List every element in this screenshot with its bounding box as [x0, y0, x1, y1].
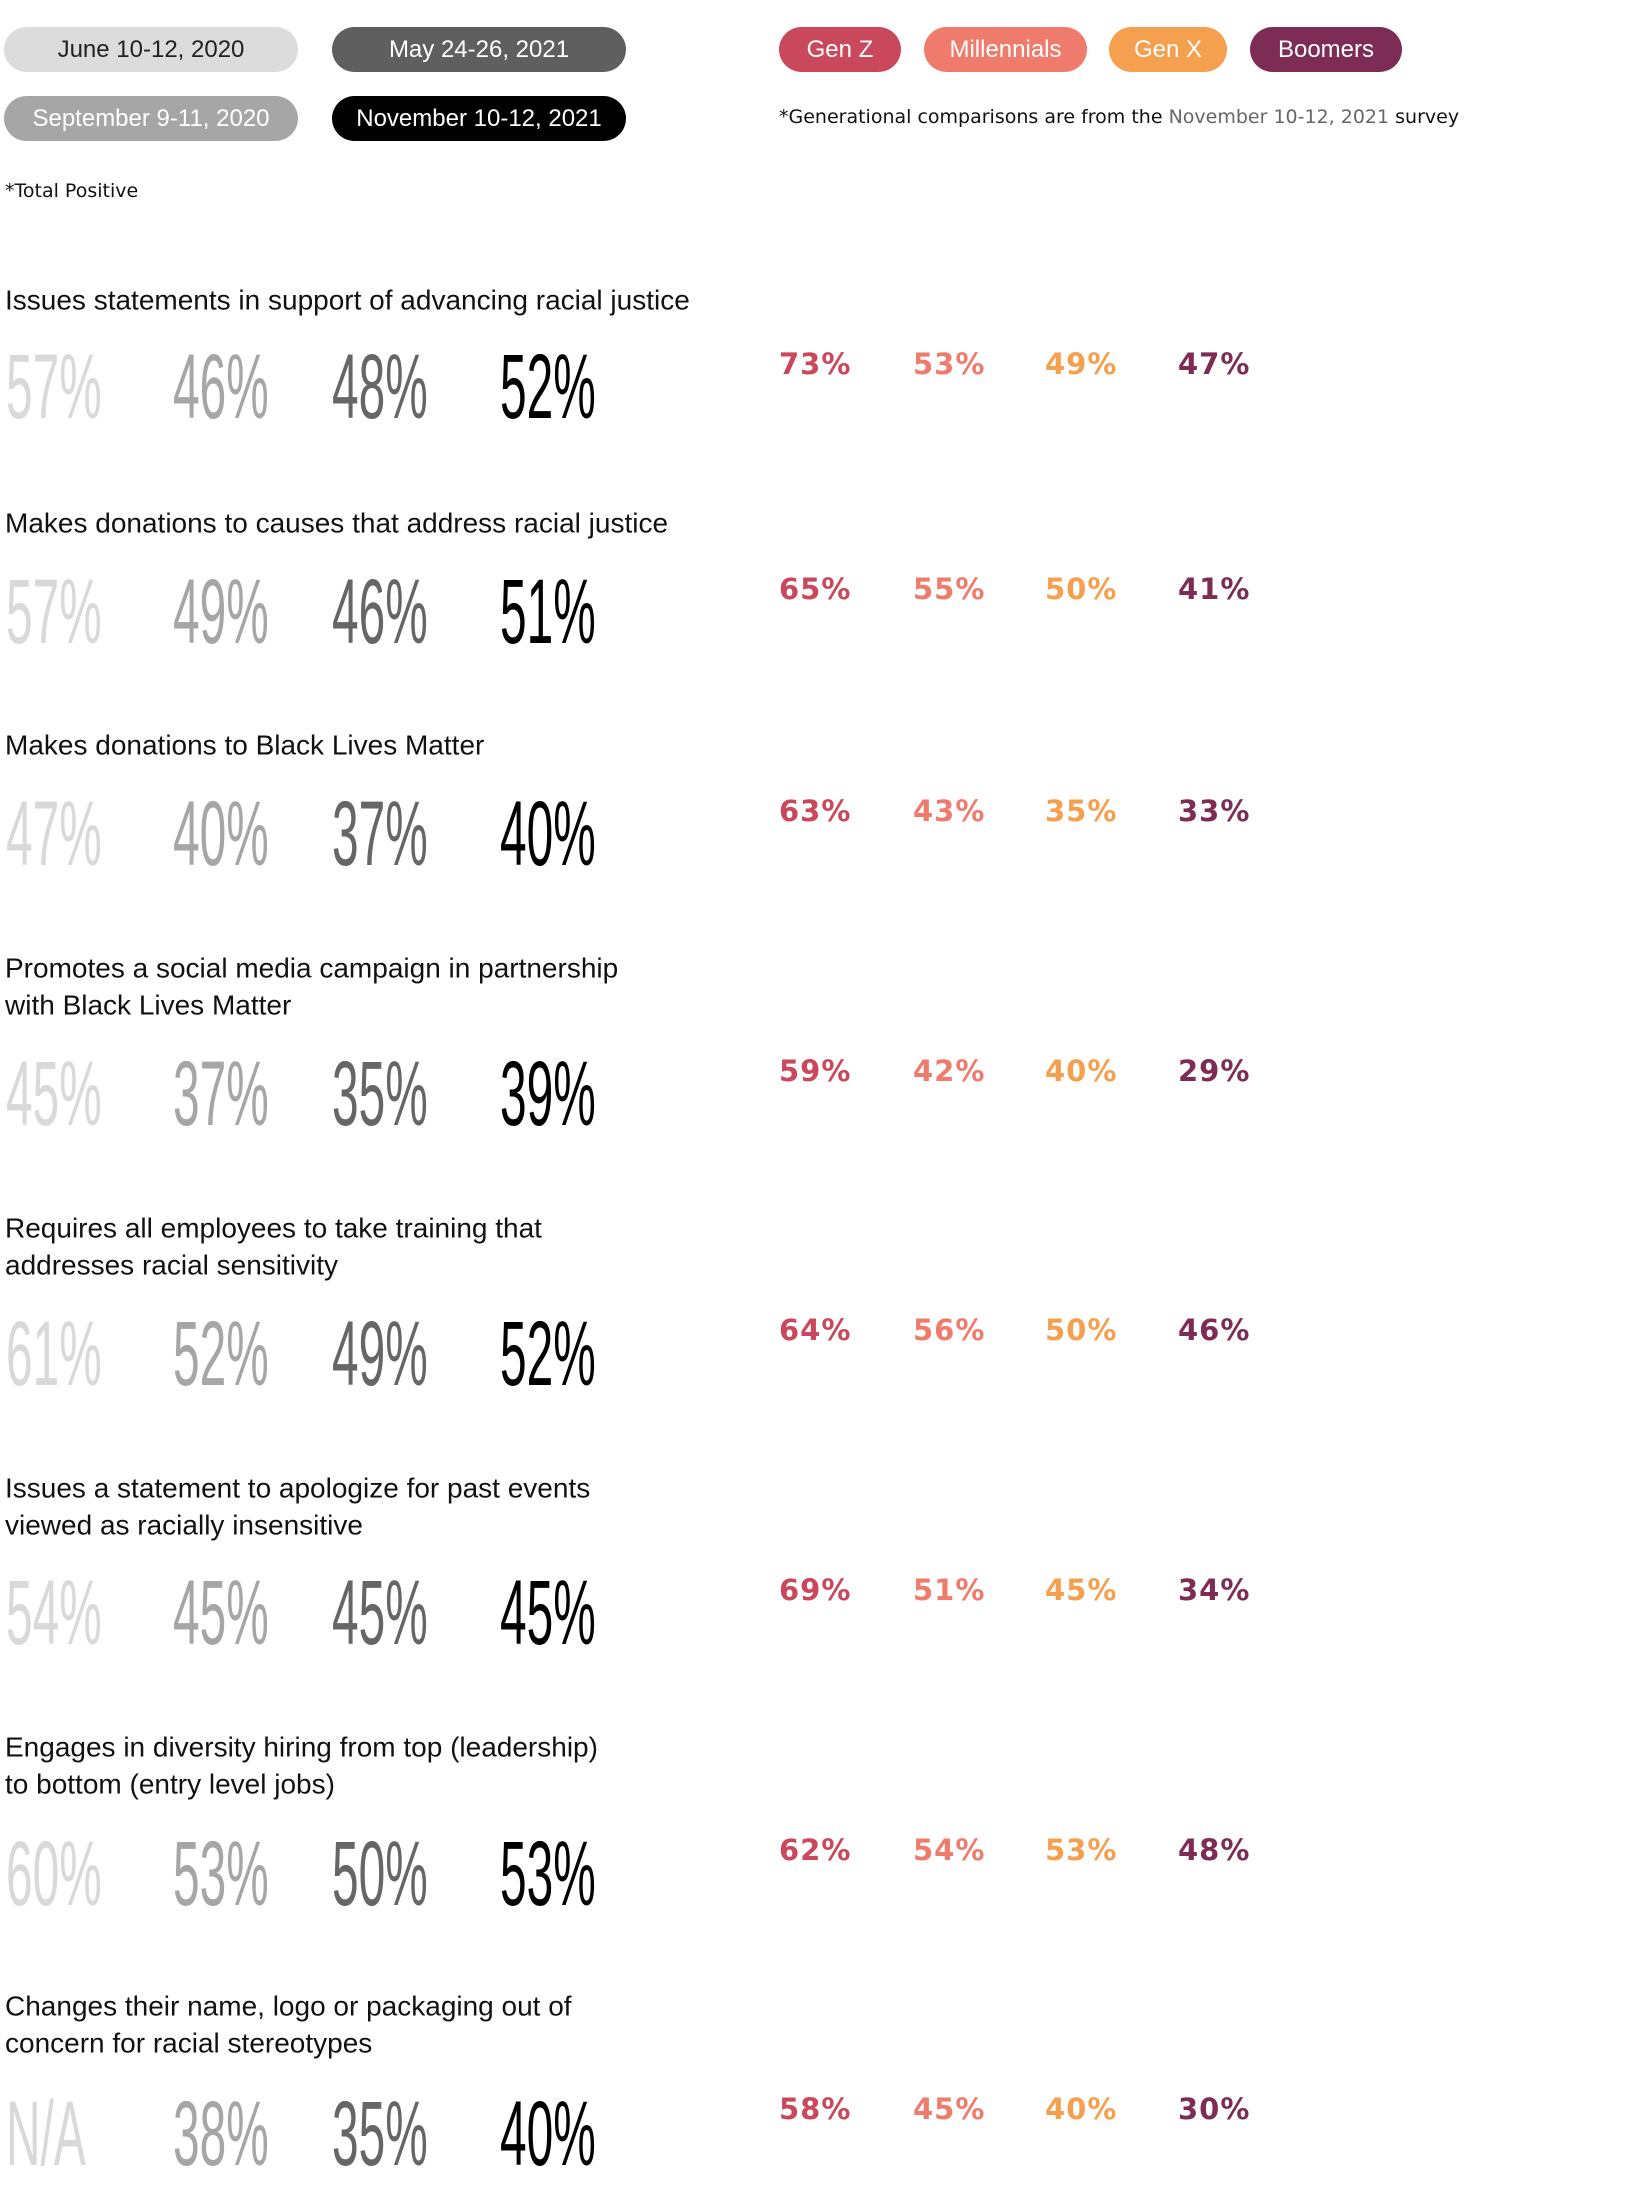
survey-value: 57% — [6, 561, 102, 663]
generation-value: 55% — [913, 572, 986, 606]
generation-value: 65% — [779, 572, 852, 606]
generation-pill: Millennials — [924, 27, 1087, 72]
generation-value: 64% — [779, 1313, 852, 1347]
survey-value: 48% — [332, 336, 428, 438]
row-label: Requires all employees to take training … — [5, 1212, 542, 1244]
generation-value: 53% — [1045, 1833, 1118, 1867]
generation-value: 34% — [1178, 1573, 1251, 1607]
row-label: Engages in diversity hiring from top (le… — [5, 1731, 598, 1763]
generation-value: 29% — [1178, 1054, 1251, 1088]
survey-value: 45% — [500, 1562, 596, 1664]
generation-value: 50% — [1045, 1313, 1118, 1347]
survey-value: 47% — [6, 783, 102, 885]
generation-value: 45% — [913, 2092, 986, 2126]
generation-value: 59% — [779, 1054, 852, 1088]
survey-value: N/A — [6, 2083, 86, 2185]
generation-pill: Gen X — [1109, 27, 1227, 72]
footnote: *Generational comparisons are from the N… — [779, 106, 1459, 128]
survey-value: 60% — [6, 1823, 102, 1925]
survey-value: 49% — [173, 561, 269, 663]
generation-pill: Gen Z — [779, 27, 901, 72]
survey-pill: September 9-11, 2020 — [4, 96, 298, 141]
survey-value: 40% — [500, 2083, 596, 2185]
generation-value: 43% — [913, 794, 986, 828]
note: *Total Positive — [5, 180, 139, 202]
footnote-text: survey — [1389, 106, 1460, 128]
generation-value: 41% — [1178, 572, 1251, 606]
generation-value: 42% — [913, 1054, 986, 1088]
generation-value: 51% — [913, 1573, 986, 1607]
survey-value: 46% — [173, 336, 269, 438]
survey-value: 39% — [500, 1043, 596, 1145]
generation-value: 54% — [913, 1833, 986, 1867]
survey-pill: June 10-12, 2020 — [4, 27, 298, 72]
survey-value: 57% — [6, 336, 102, 438]
generation-value: 46% — [1178, 1313, 1251, 1347]
survey-value: 45% — [6, 1043, 102, 1145]
generation-value: 56% — [913, 1313, 986, 1347]
survey-value: 37% — [332, 783, 428, 885]
survey-value: 40% — [173, 783, 269, 885]
generation-value: 63% — [779, 794, 852, 828]
survey-value: 52% — [173, 1303, 269, 1405]
row-label: to bottom (entry level jobs) — [5, 1768, 335, 1800]
generation-value: 40% — [1045, 2092, 1118, 2126]
survey-value: 45% — [173, 1562, 269, 1664]
row-label: Makes donations to causes that address r… — [5, 507, 669, 539]
survey-value: 52% — [500, 336, 596, 438]
generation-value: 45% — [1045, 1573, 1118, 1607]
row-label: Changes their name, logo or packaging ou… — [5, 1990, 572, 2022]
row-label: concern for racial stereotypes — [5, 2027, 373, 2059]
footnote-text: *Generational comparisons are from the — [779, 106, 1169, 128]
survey-value: 40% — [500, 783, 596, 885]
row-label: Issues a statement to apologize for past… — [5, 1472, 591, 1504]
generation-value: 33% — [1178, 794, 1251, 828]
row-label: with Black Lives Matter — [5, 989, 292, 1021]
survey-value: 53% — [500, 1823, 596, 1925]
survey-pill: November 10-12, 2021 — [332, 96, 626, 141]
row-label: Promotes a social media campaign in part… — [5, 952, 619, 984]
generation-value: 48% — [1178, 1833, 1251, 1867]
row-label: viewed as racially insensitive — [5, 1509, 363, 1541]
generation-value: 35% — [1045, 794, 1118, 828]
survey-value: 50% — [332, 1823, 428, 1925]
generation-value: 40% — [1045, 1054, 1118, 1088]
row-label: addresses racial sensitivity — [5, 1249, 339, 1281]
survey-pill: May 24-26, 2021 — [332, 27, 626, 72]
generation-value: 47% — [1178, 347, 1251, 381]
generation-value: 50% — [1045, 572, 1118, 606]
row-label: Makes donations to Black Lives Matter — [5, 729, 485, 761]
survey-value: 53% — [173, 1823, 269, 1925]
generation-value: 49% — [1045, 347, 1118, 381]
footnote-highlight: November 10-12, 2021 — [1168, 106, 1390, 128]
survey-value: 61% — [6, 1303, 102, 1405]
generation-value: 62% — [779, 1833, 852, 1867]
survey-value: 46% — [332, 561, 428, 663]
generation-value: 53% — [913, 347, 986, 381]
survey-value: 49% — [332, 1303, 428, 1405]
survey-value: 35% — [332, 1043, 428, 1145]
generation-value: 58% — [779, 2092, 852, 2126]
survey-value: 45% — [332, 1562, 428, 1664]
survey-value: 38% — [173, 2083, 269, 2185]
row-label: Issues statements in support of advancin… — [5, 284, 690, 316]
generation-pill: Boomers — [1250, 27, 1402, 72]
survey-value: 35% — [332, 2083, 428, 2185]
survey-value: 51% — [500, 561, 596, 663]
survey-value: 54% — [6, 1562, 102, 1664]
generation-value: 69% — [779, 1573, 852, 1607]
generation-value: 30% — [1178, 2092, 1251, 2126]
survey-value: 37% — [173, 1043, 269, 1145]
generation-value: 73% — [779, 347, 852, 381]
survey-value: 52% — [500, 1303, 596, 1405]
